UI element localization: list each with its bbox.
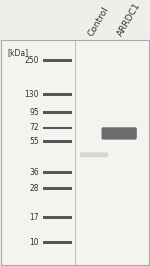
Text: 36: 36: [29, 168, 39, 177]
FancyBboxPatch shape: [43, 127, 72, 129]
Text: 17: 17: [29, 213, 39, 222]
Text: 28: 28: [29, 184, 39, 193]
FancyBboxPatch shape: [43, 171, 72, 174]
Text: ARRDC1: ARRDC1: [116, 1, 142, 38]
Text: Control: Control: [86, 5, 111, 38]
FancyBboxPatch shape: [43, 111, 72, 114]
Text: 10: 10: [29, 238, 39, 247]
Text: [kDa]: [kDa]: [7, 48, 28, 57]
Text: 95: 95: [29, 108, 39, 117]
FancyBboxPatch shape: [43, 59, 72, 62]
Text: 130: 130: [24, 90, 39, 99]
Text: 55: 55: [29, 137, 39, 146]
FancyBboxPatch shape: [43, 187, 72, 190]
FancyBboxPatch shape: [43, 216, 72, 219]
Text: 72: 72: [29, 123, 39, 132]
FancyBboxPatch shape: [102, 127, 137, 140]
FancyBboxPatch shape: [80, 152, 108, 157]
FancyBboxPatch shape: [43, 140, 72, 143]
FancyBboxPatch shape: [43, 93, 72, 95]
Text: 250: 250: [24, 56, 39, 65]
FancyBboxPatch shape: [43, 241, 72, 244]
